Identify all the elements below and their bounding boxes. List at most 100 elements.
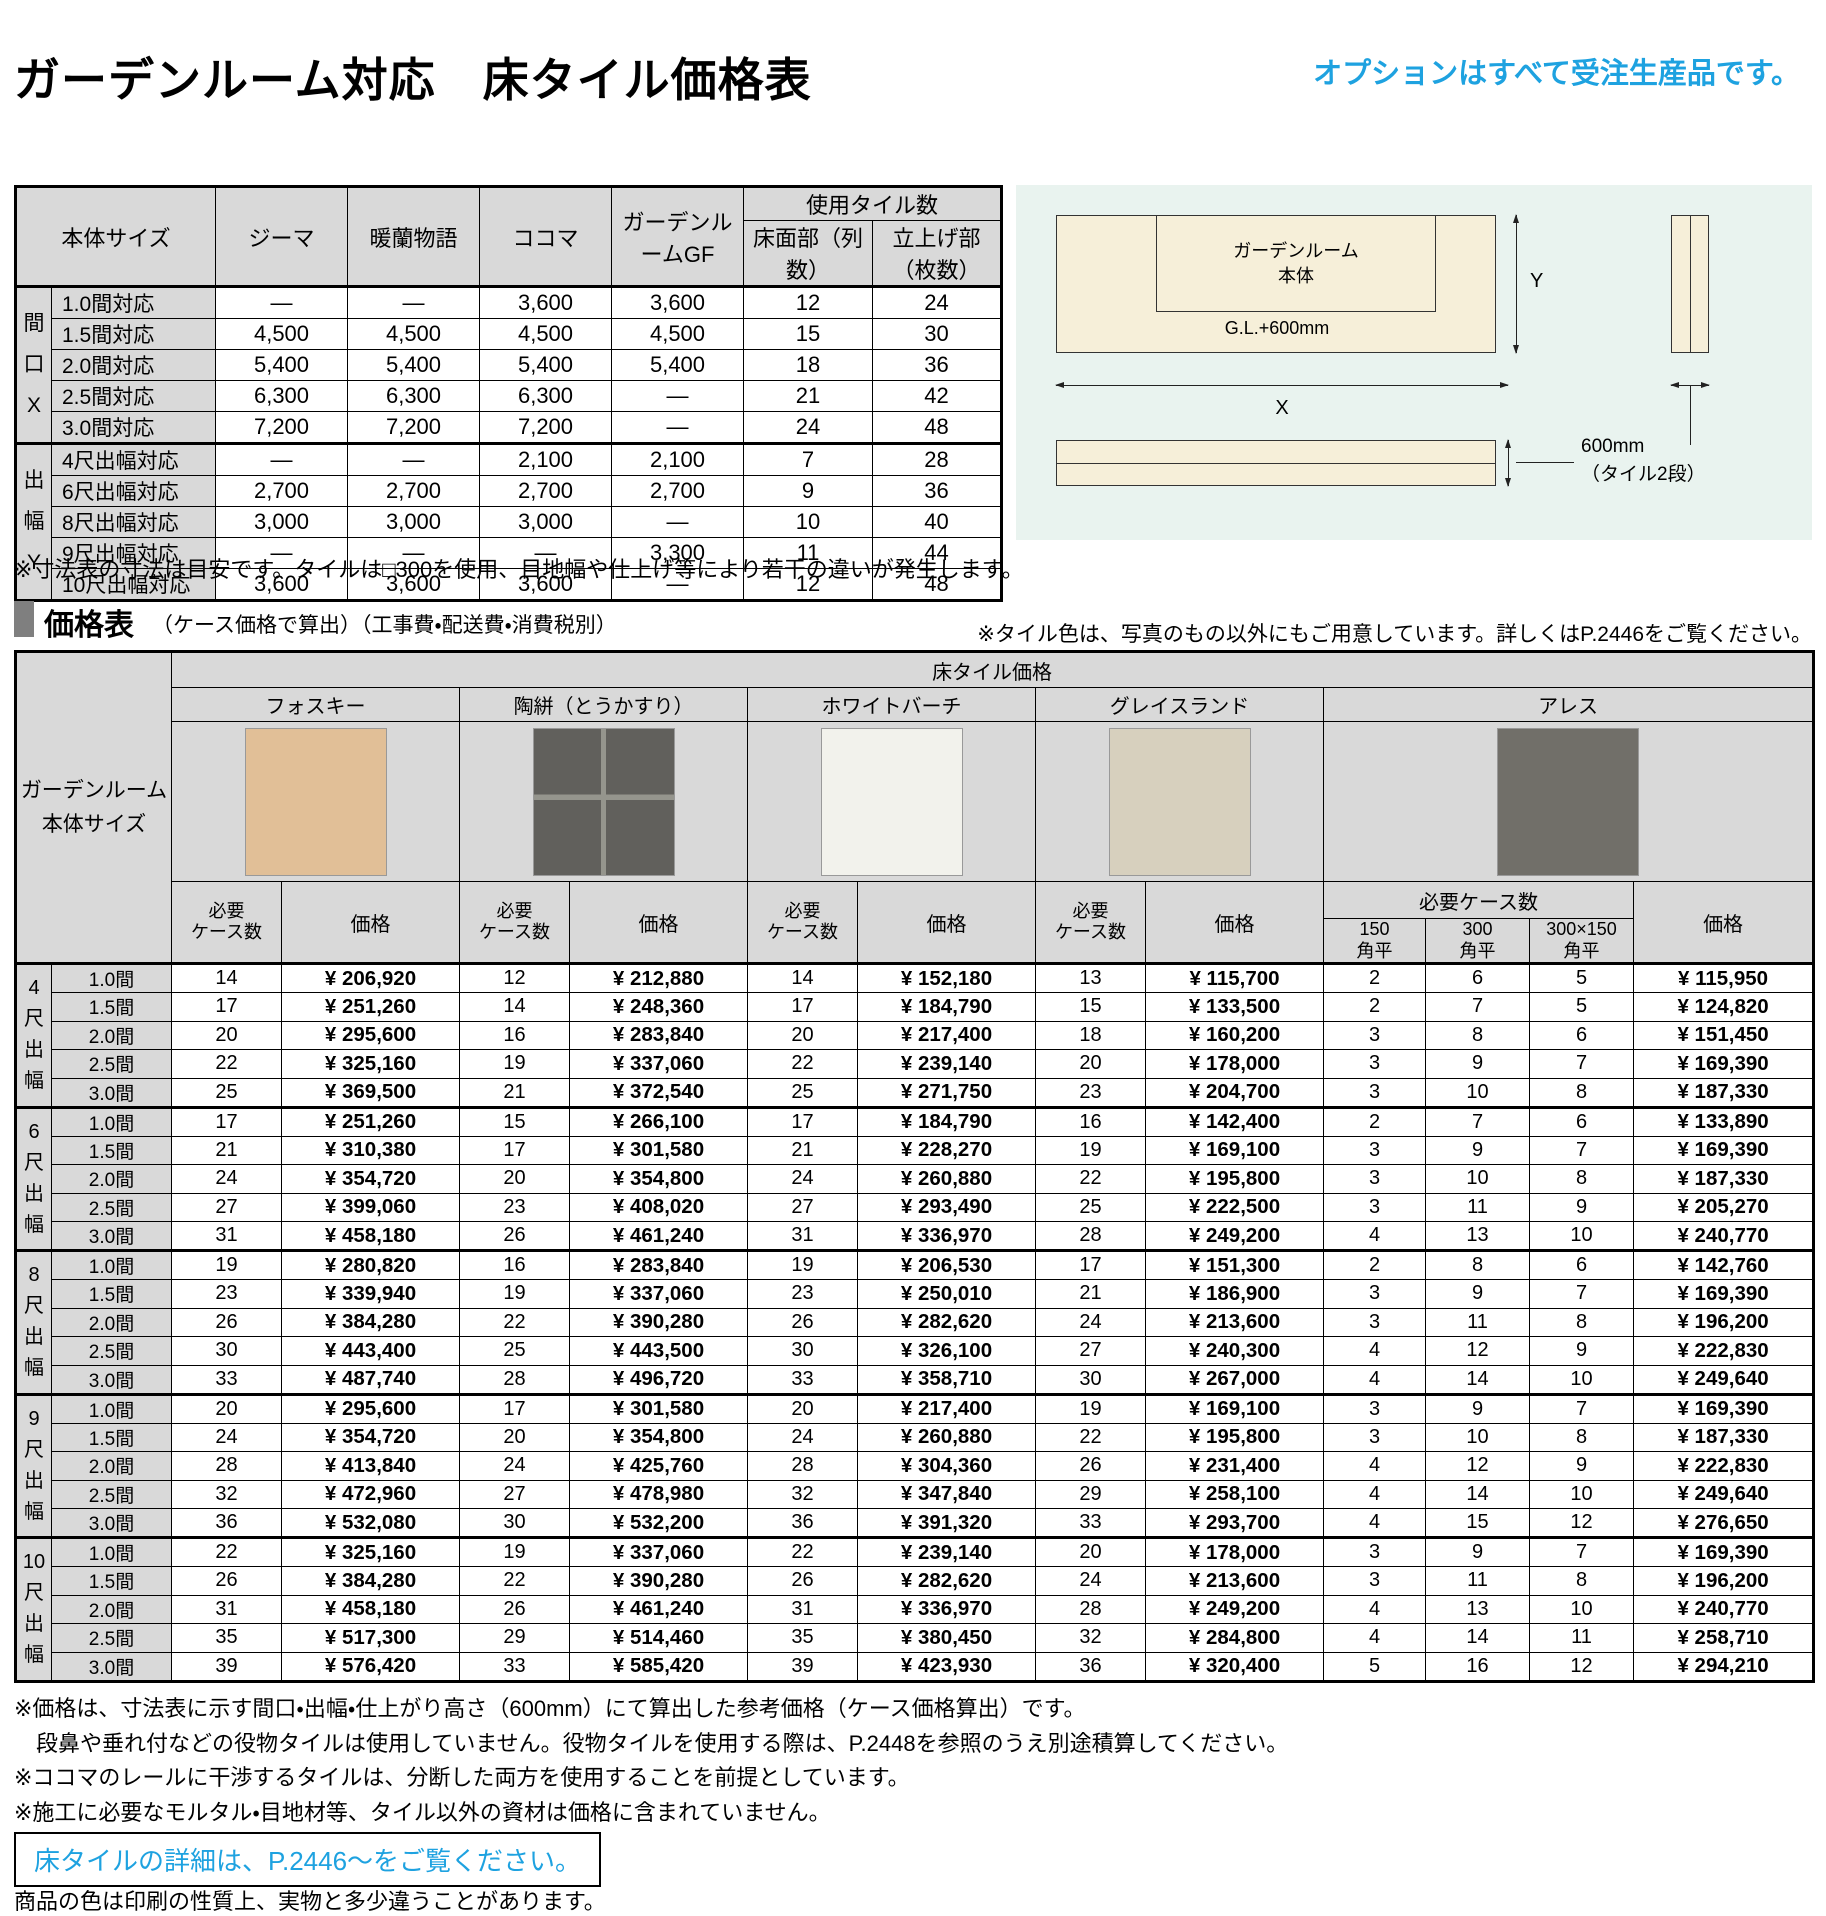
cell: ¥ 284,800 xyxy=(1145,1623,1324,1653)
tile-swatch-cell xyxy=(171,721,460,882)
cell: ¥ 133,890 xyxy=(1632,1105,1815,1137)
cell: ¥ 358,710 xyxy=(857,1364,1036,1395)
cell: 3,000 xyxy=(479,506,612,538)
cell: ¥ 212,880 xyxy=(569,962,748,994)
page-title: ガーデンルーム対応 床タイル価格表 xyxy=(14,54,812,106)
cell: 4,500 xyxy=(611,318,744,350)
cell: 36 xyxy=(171,1508,282,1539)
cell: ¥ 295,600 xyxy=(281,1392,460,1424)
cell: — xyxy=(611,411,744,444)
cell: 21 xyxy=(171,1135,282,1166)
cell: 4 xyxy=(1323,1221,1426,1252)
cell: ¥ 204,700 xyxy=(1145,1077,1324,1108)
row-label: 3.0間 xyxy=(51,1651,172,1682)
row-label: 1.0間 xyxy=(51,1536,172,1568)
row-label: 2.0間 xyxy=(51,1020,172,1051)
cell: 6 xyxy=(1529,1020,1634,1051)
row-label: 3.0間 xyxy=(51,1077,172,1108)
row-label: 2.0間 xyxy=(51,1594,172,1625)
cell: ¥ 169,390 xyxy=(1632,1536,1815,1568)
cell: 11 xyxy=(1425,1307,1530,1338)
cell: ¥ 213,600 xyxy=(1145,1307,1324,1338)
cell: ¥ 326,100 xyxy=(857,1336,1036,1366)
cell: 25 xyxy=(171,1077,282,1108)
cell: ¥ 337,060 xyxy=(569,1279,748,1309)
cell: 3,000 xyxy=(215,506,348,538)
cell: ¥ 283,840 xyxy=(569,1020,748,1051)
cell: 26 xyxy=(1035,1451,1146,1481)
cell: 10 xyxy=(1425,1077,1530,1108)
tile-swatch-image xyxy=(1108,727,1251,876)
cell: 7 xyxy=(1529,1135,1634,1166)
cell: ¥ 425,760 xyxy=(569,1451,748,1481)
cell: 2,100 xyxy=(611,442,744,476)
cell: ¥ 160,200 xyxy=(1145,1020,1324,1051)
header-price: 価格 xyxy=(569,880,748,965)
cell: 3 xyxy=(1323,1020,1426,1051)
cell: 8 xyxy=(1529,1164,1634,1194)
cell: 24 xyxy=(1035,1566,1146,1596)
cell: 27 xyxy=(459,1479,570,1510)
cell: 39 xyxy=(747,1651,858,1682)
plan-view: ガーデンルーム 本体 G.L.+600mm xyxy=(1056,215,1496,353)
cell: 15 xyxy=(459,1105,570,1137)
cell: ¥ 152,180 xyxy=(857,962,1036,994)
cell: — xyxy=(611,506,744,538)
front-elevation-two-tile-rows xyxy=(1056,440,1496,486)
tile-name-white-birch: ホワイトバーチ xyxy=(747,687,1036,722)
corner-body-size-label: ガーデンルーム 本体サイズ xyxy=(15,650,172,965)
size-table-note: ※寸法表の寸法は目安です。タイルは□300を使用、目地幅や仕上げ等により若干の違… xyxy=(14,557,1024,582)
header-price: 価格 xyxy=(281,880,460,965)
x-dimension-arrow xyxy=(1055,382,1509,388)
cell: 3,600 xyxy=(479,568,612,601)
cell: 14 xyxy=(1425,1623,1530,1653)
row-label: 3.0間対応 xyxy=(51,411,216,444)
cell: ¥ 320,400 xyxy=(1145,1651,1324,1682)
header-floor-tile-price: 床タイル価格 xyxy=(170,651,1815,688)
cell: 9 xyxy=(1425,1536,1530,1568)
cell: 3 xyxy=(1323,1049,1426,1079)
cell: 3 xyxy=(1323,1192,1426,1223)
cell: 3 xyxy=(1323,1536,1426,1568)
cell: ¥ 249,200 xyxy=(1145,1221,1324,1252)
cell: 3,600 xyxy=(347,568,480,601)
cell: — xyxy=(611,568,744,601)
cell: — xyxy=(479,537,612,569)
cell: ¥ 184,790 xyxy=(857,992,1036,1022)
footnote: 段鼻や垂れ付などの役物タイルは使用していません。役物タイルを使用する際は、P.2… xyxy=(14,1730,1289,1756)
cell: ¥ 585,420 xyxy=(569,1651,748,1682)
garden-room-body-label: ガーデンルーム 本体 xyxy=(1233,241,1359,286)
cell: — xyxy=(347,442,480,476)
cell: 20 xyxy=(459,1164,570,1194)
cell: ¥ 260,880 xyxy=(857,1164,1036,1194)
cell: 4 xyxy=(1323,1623,1426,1653)
cell: 13 xyxy=(1425,1221,1530,1252)
cell: 20 xyxy=(1035,1049,1146,1079)
cell: 3 xyxy=(1323,1422,1426,1453)
cell: 5 xyxy=(1529,992,1634,1022)
row-label: 3.0間 xyxy=(51,1508,172,1539)
cell: 19 xyxy=(459,1279,570,1309)
cell: ¥ 337,060 xyxy=(569,1536,748,1568)
cell: ¥ 496,720 xyxy=(569,1364,748,1395)
cell: ¥ 325,160 xyxy=(281,1049,460,1079)
cell: 6,300 xyxy=(215,380,348,412)
cell: 40 xyxy=(871,506,1003,538)
cell: 11 xyxy=(1425,1192,1530,1223)
header-ziima: ジーマ xyxy=(215,186,348,287)
table-row: 間口 X 1.0間対応 — —3,600 3,600 12 24 xyxy=(15,285,1003,444)
table-row: 2.5間 30 ¥ 443,400 25 ¥ 443,500 30 ¥ 326,100 27 ¥… xyxy=(16,1336,1815,1366)
cell: 3 xyxy=(1323,1077,1426,1108)
cell: 21 xyxy=(1035,1279,1146,1309)
cell: ¥ 151,300 xyxy=(1145,1249,1324,1281)
cell: 4 xyxy=(1323,1508,1426,1539)
table-row: 9 尺出幅 1.0間 20 ¥ 295,600 17 ¥ 301,580 20 ¥ 217,40… xyxy=(15,1392,1815,1539)
cell: ¥ 347,840 xyxy=(857,1479,1036,1510)
cell: 18 xyxy=(1035,1020,1146,1051)
cell: 17 xyxy=(171,992,282,1022)
cell: ¥ 391,320 xyxy=(857,1508,1036,1539)
cell: 5 xyxy=(1529,962,1634,994)
header-300x150-kakuhira: 300×150 角平 xyxy=(1529,917,1634,965)
cell: 6 xyxy=(1529,1249,1634,1281)
side-elevation xyxy=(1671,215,1709,353)
